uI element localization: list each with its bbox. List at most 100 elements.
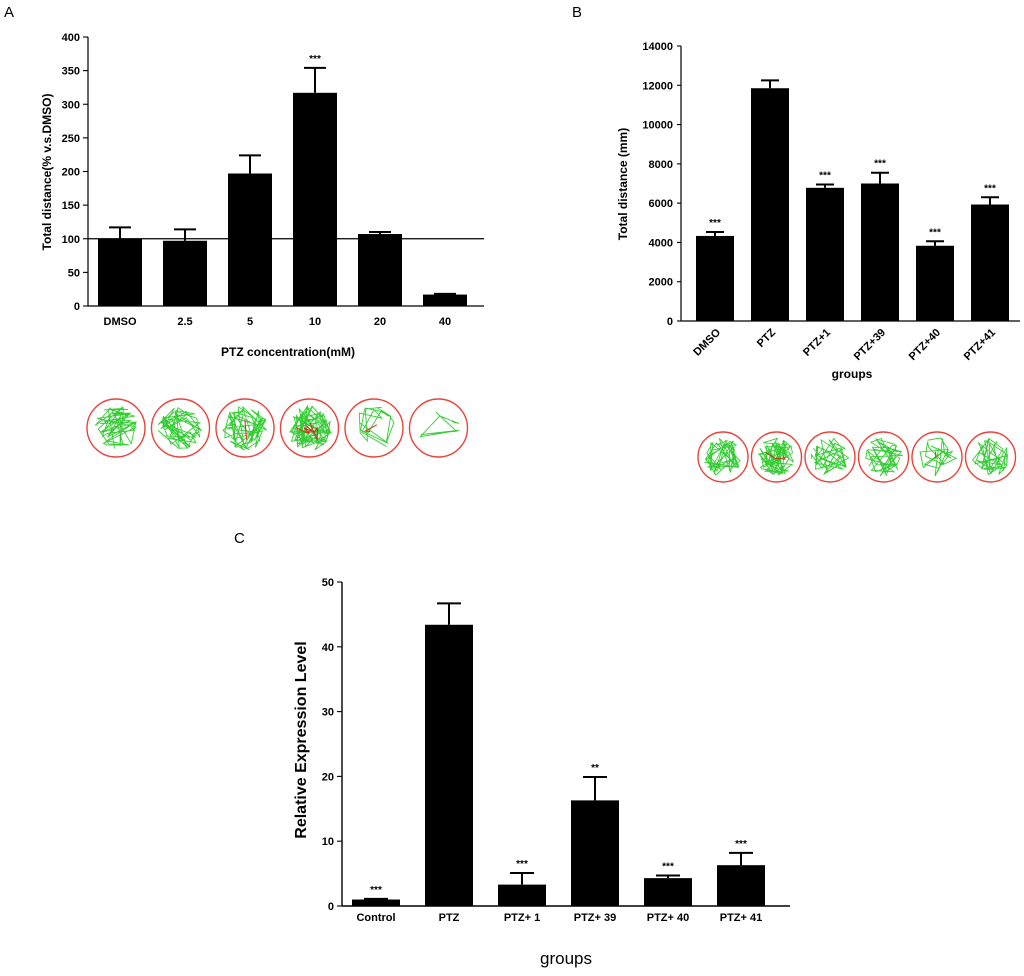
- panel-a-bar: [163, 241, 207, 306]
- panel-c-x-axis-label: groups: [540, 949, 592, 968]
- panel-b-trajectory-well: [698, 432, 748, 482]
- panel-b-trajectory-well: [752, 432, 802, 482]
- panel-b-y-tick-label: 12000: [642, 80, 673, 92]
- panel-c-axes: [342, 582, 790, 906]
- panel-a-trajectory-well: [216, 399, 274, 457]
- panel-b-x-tick-label: PTZ+1: [801, 327, 833, 359]
- panel-a-bar: [98, 239, 142, 306]
- panel-c-bar: [644, 878, 692, 906]
- panel-b-y-tick-label: 2000: [649, 277, 673, 289]
- panel-c-x-tick-label: PTZ: [439, 912, 460, 924]
- panel-c-bar: [498, 885, 546, 906]
- panel-a-bar: [423, 295, 467, 306]
- panel-b-trajectory-well: [912, 432, 962, 482]
- panel-a-y-tick-label: 250: [62, 133, 80, 145]
- panel-b-bar: [696, 236, 734, 321]
- panel-a-x-axis-label: PTZ concentration(mM): [221, 345, 355, 359]
- panel-c-y-axis-label: Relative Expression Level: [293, 641, 310, 838]
- panel-c-bar: [717, 865, 765, 906]
- panel-a-y-tick-label: 200: [62, 167, 80, 179]
- panel-a-bars: [98, 68, 467, 306]
- panel-a-x-tick-label: 2.5: [177, 316, 192, 328]
- panel-b-bar: [861, 184, 899, 322]
- panel-b-trajectory-well: [859, 432, 909, 482]
- panel-b-y-tick-label: 14000: [642, 41, 673, 53]
- panel-a-letter: A: [4, 4, 14, 21]
- panel-b-x-tick-label: DMSO: [691, 326, 723, 358]
- panel-a-y-tick-label: 0: [74, 301, 80, 313]
- panel-b-significance-label: ***: [874, 159, 886, 170]
- panel-c-y-tick-label: 0: [328, 901, 334, 913]
- panel-a-y-tick-label: 150: [62, 200, 80, 212]
- panel-c-bar: [425, 625, 473, 906]
- panel-b-trajectory-well: [966, 432, 1016, 482]
- panel-b-bars: [696, 80, 1009, 321]
- panel-c-bars: [352, 603, 765, 906]
- panel-c-x-tick-label: PTZ+ 40: [647, 912, 690, 924]
- panel-b-x-axis-label: groups: [832, 367, 873, 381]
- panel-c-x-tick-label: Control: [356, 912, 395, 924]
- panel-b-bar: [971, 205, 1009, 321]
- well-border: [281, 399, 339, 457]
- panel-b-x-tick-label: PTZ: [755, 326, 778, 349]
- panel-a-x-tick-label: 10: [309, 316, 321, 328]
- panel-b-x-tick-label: PTZ+39: [852, 327, 888, 363]
- panel-b-y-tick-label: 8000: [649, 159, 673, 171]
- panel-b-letter: B: [572, 4, 582, 21]
- panel-a-trajectory-well: [345, 399, 403, 457]
- panel-a-trajectory-well: [152, 399, 210, 457]
- panel-b-y-tick-label: 10000: [642, 120, 673, 132]
- panel-b-bar: [806, 188, 844, 321]
- panel-c-significance-label: **: [591, 763, 599, 774]
- panel-b-x-tick-label: PTZ+41: [962, 327, 998, 363]
- panel-c-y-tick-label: 30: [322, 707, 334, 719]
- panel-a-y-tick-label: 300: [62, 99, 80, 111]
- panel-b-significance-label: ***: [709, 218, 721, 229]
- panel-a-x-ticks: DMSO 2.5 5 10 20 40: [104, 316, 452, 328]
- panel-a-bar: [358, 234, 402, 306]
- panel-b-bar: [751, 88, 789, 321]
- panel-b-trajectory-wells: [698, 432, 1016, 482]
- panel-a-y-tick-label: 400: [62, 32, 80, 44]
- panel-a-bar: [228, 174, 272, 306]
- panel-b-trajectory-well: [805, 432, 855, 482]
- panel-a-trajectory-wells: [87, 399, 468, 457]
- panel-a-x-tick-label: 20: [374, 316, 386, 328]
- panel-b-bar: [916, 246, 954, 321]
- panel-c-x-tick-label: PTZ+ 41: [720, 912, 763, 924]
- panel-c-x-tick-label: PTZ+ 1: [504, 912, 540, 924]
- panel-c-y-tick-label: 50: [322, 577, 334, 589]
- panel-b-y-axis-label: Total distance (mm): [616, 128, 630, 240]
- panel-a-x-tick-label: DMSO: [104, 316, 137, 328]
- panel-b-y-tick-label: 6000: [649, 198, 673, 210]
- panel-a-significance-label: ***: [309, 54, 321, 65]
- panel-a-significance: ***: [309, 54, 321, 65]
- panel-c-significance-label: ***: [370, 885, 382, 896]
- panel-c-y-tick-label: 10: [322, 836, 334, 848]
- panel-c-y-tick-label: 40: [322, 642, 334, 654]
- panel-a-trajectory-well: [281, 399, 339, 457]
- panel-b-y-tick-label: 4000: [649, 237, 673, 249]
- panel-b-x-tick-label: PTZ+40: [907, 327, 943, 363]
- panel-b-significance-label: ***: [984, 183, 996, 194]
- panel-a-x-tick-label: 40: [439, 316, 451, 328]
- panel-a-y-axis-label: Total distance(% v.s.DMSO): [40, 94, 54, 251]
- panel-c-significance-label: ***: [516, 859, 528, 870]
- panel-a-y-tick-label: 350: [62, 66, 80, 78]
- panel-c-bar: [571, 800, 619, 906]
- panel-a-y-tick-label: 50: [68, 267, 80, 279]
- panel-c-letter: C: [234, 530, 245, 547]
- panel-b-significance-label: ***: [819, 170, 831, 181]
- well-border: [410, 399, 468, 457]
- panel-a-trajectory-well: [87, 399, 145, 457]
- panel-a-x-tick-label: 5: [247, 316, 253, 328]
